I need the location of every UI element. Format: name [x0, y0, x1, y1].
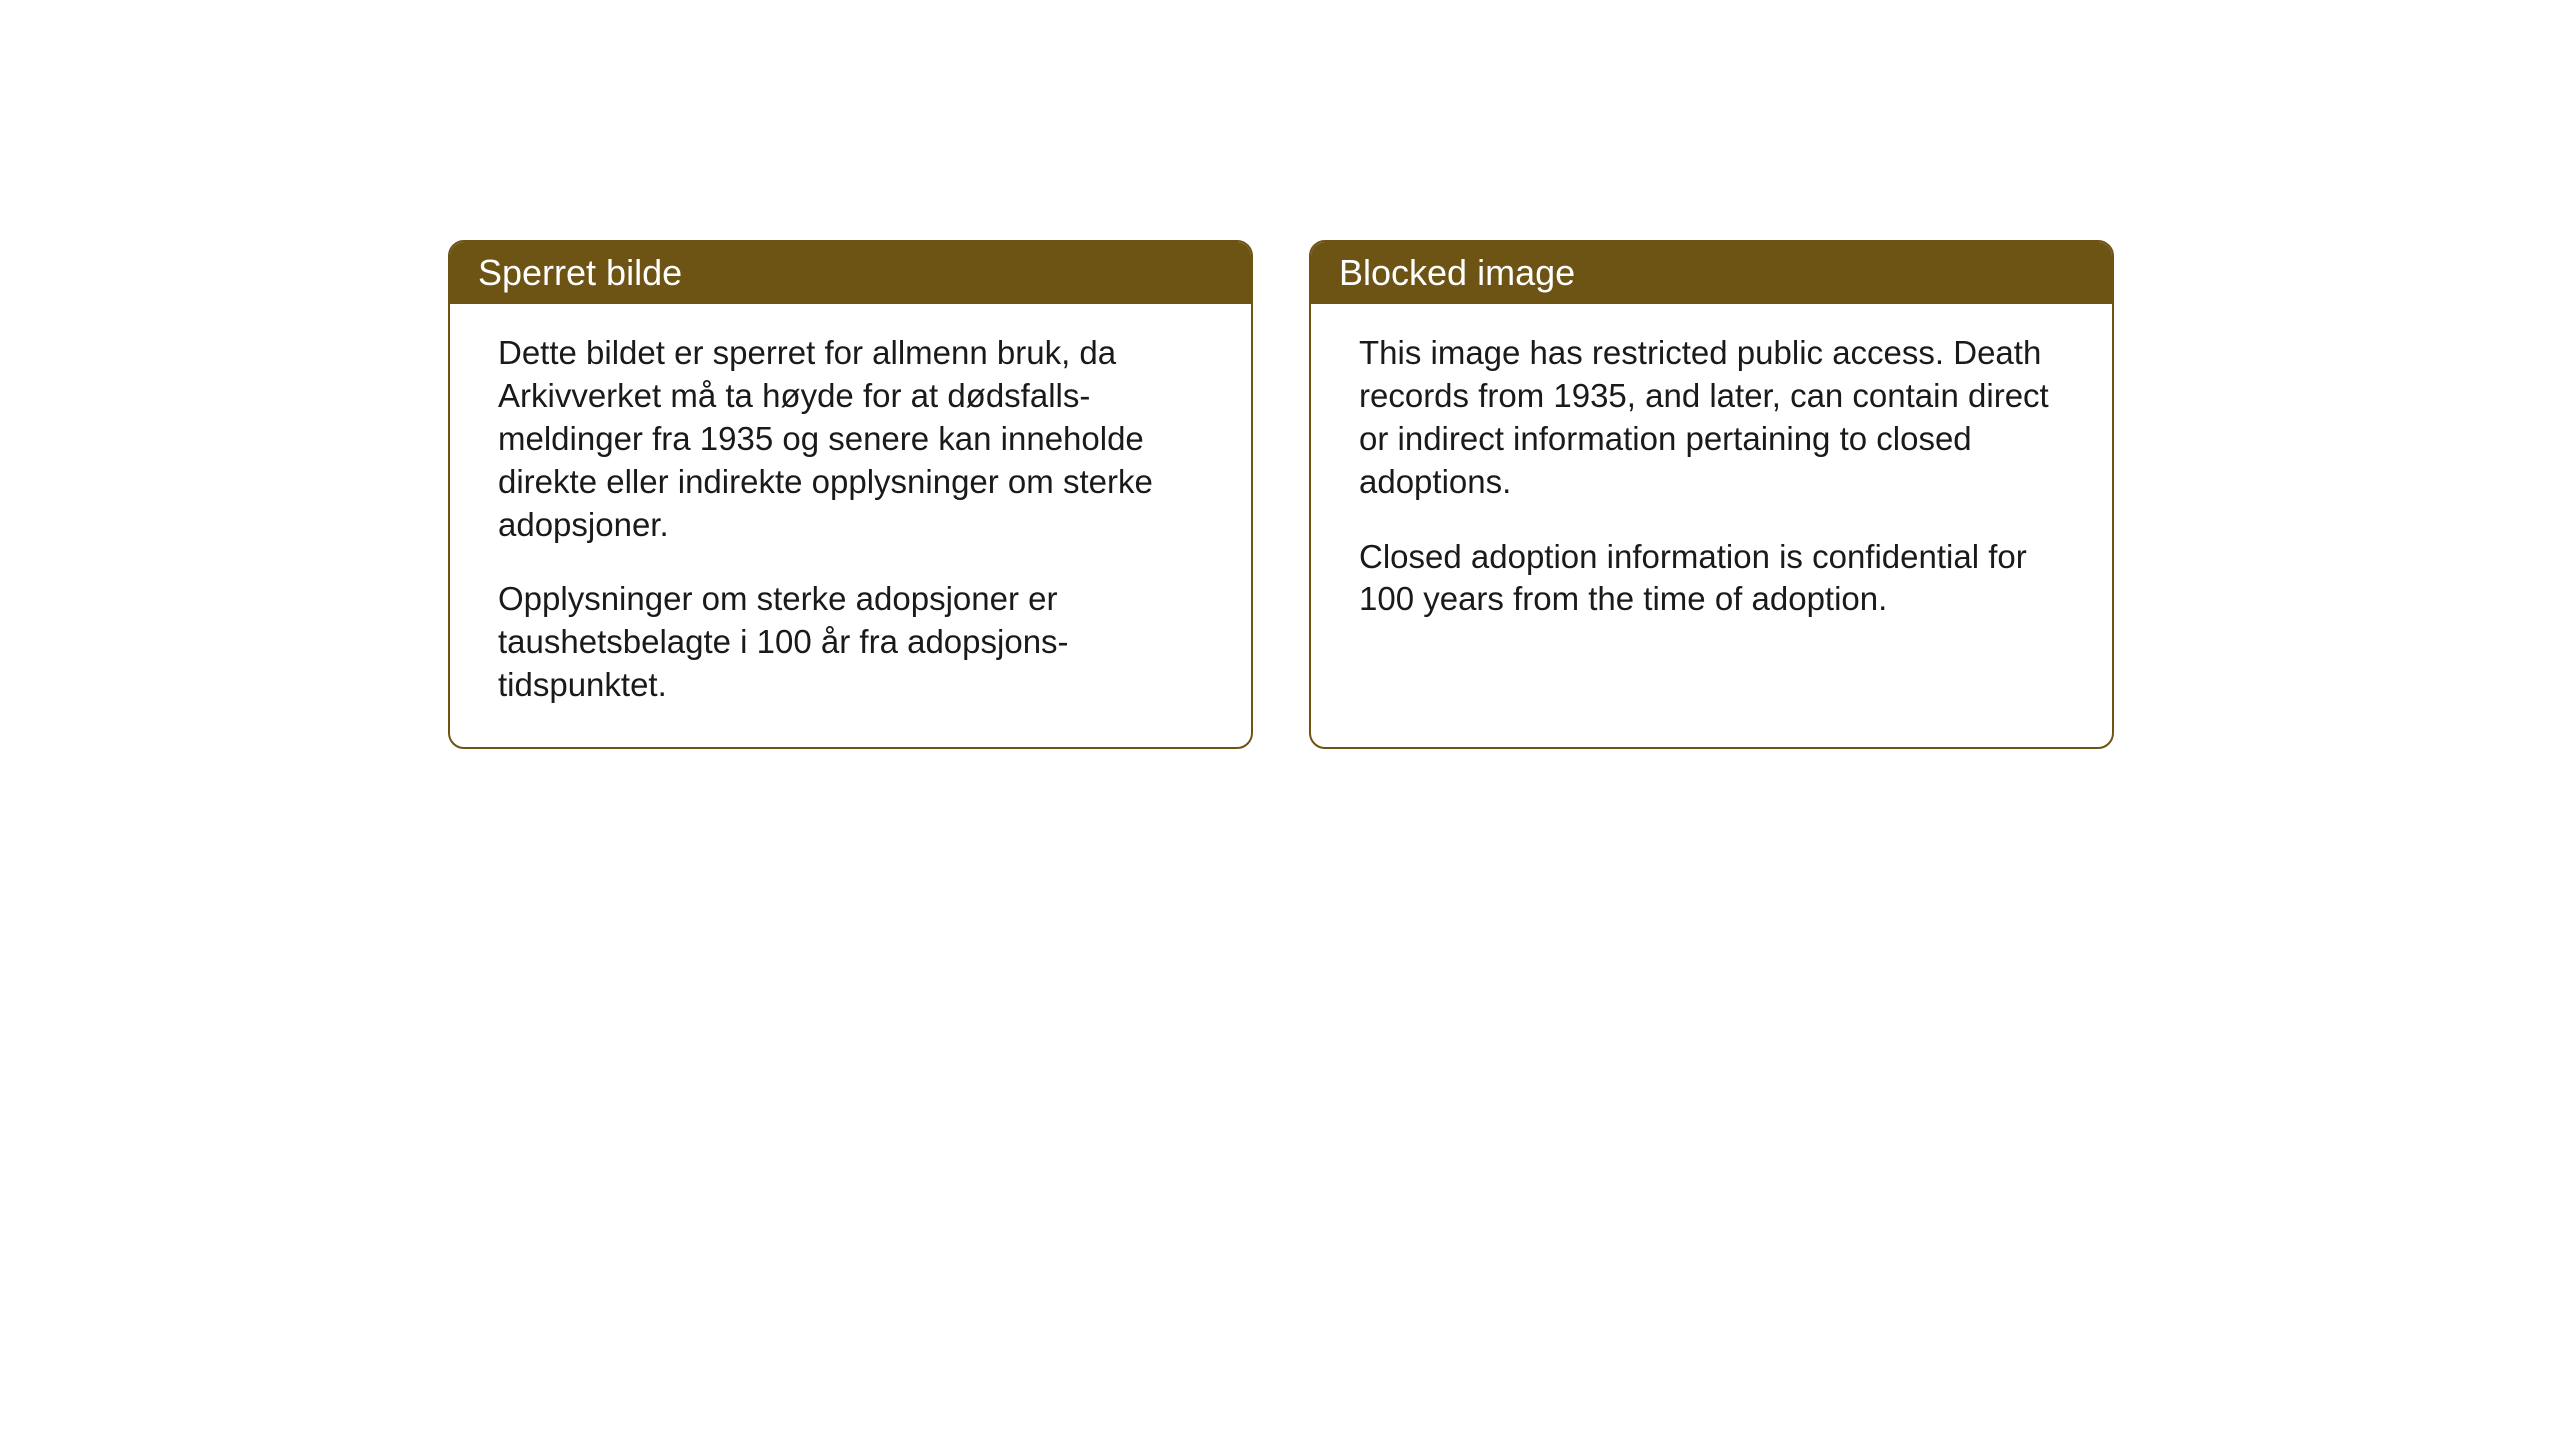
- english-card-header: Blocked image: [1311, 242, 2112, 304]
- norwegian-card-header: Sperret bilde: [450, 242, 1251, 304]
- norwegian-notice-card: Sperret bilde Dette bildet er sperret fo…: [448, 240, 1253, 749]
- english-paragraph-2: Closed adoption information is confident…: [1359, 536, 2064, 622]
- norwegian-card-title: Sperret bilde: [478, 252, 682, 293]
- norwegian-card-body: Dette bildet er sperret for allmenn bruk…: [450, 304, 1251, 747]
- english-notice-card: Blocked image This image has restricted …: [1309, 240, 2114, 749]
- english-card-title: Blocked image: [1339, 252, 1575, 293]
- norwegian-paragraph-2: Opplysninger om sterke adopsjoner er tau…: [498, 578, 1203, 707]
- english-card-body: This image has restricted public access.…: [1311, 304, 2112, 661]
- norwegian-paragraph-1: Dette bildet er sperret for allmenn bruk…: [498, 332, 1203, 546]
- notice-container: Sperret bilde Dette bildet er sperret fo…: [448, 240, 2114, 749]
- english-paragraph-1: This image has restricted public access.…: [1359, 332, 2064, 504]
